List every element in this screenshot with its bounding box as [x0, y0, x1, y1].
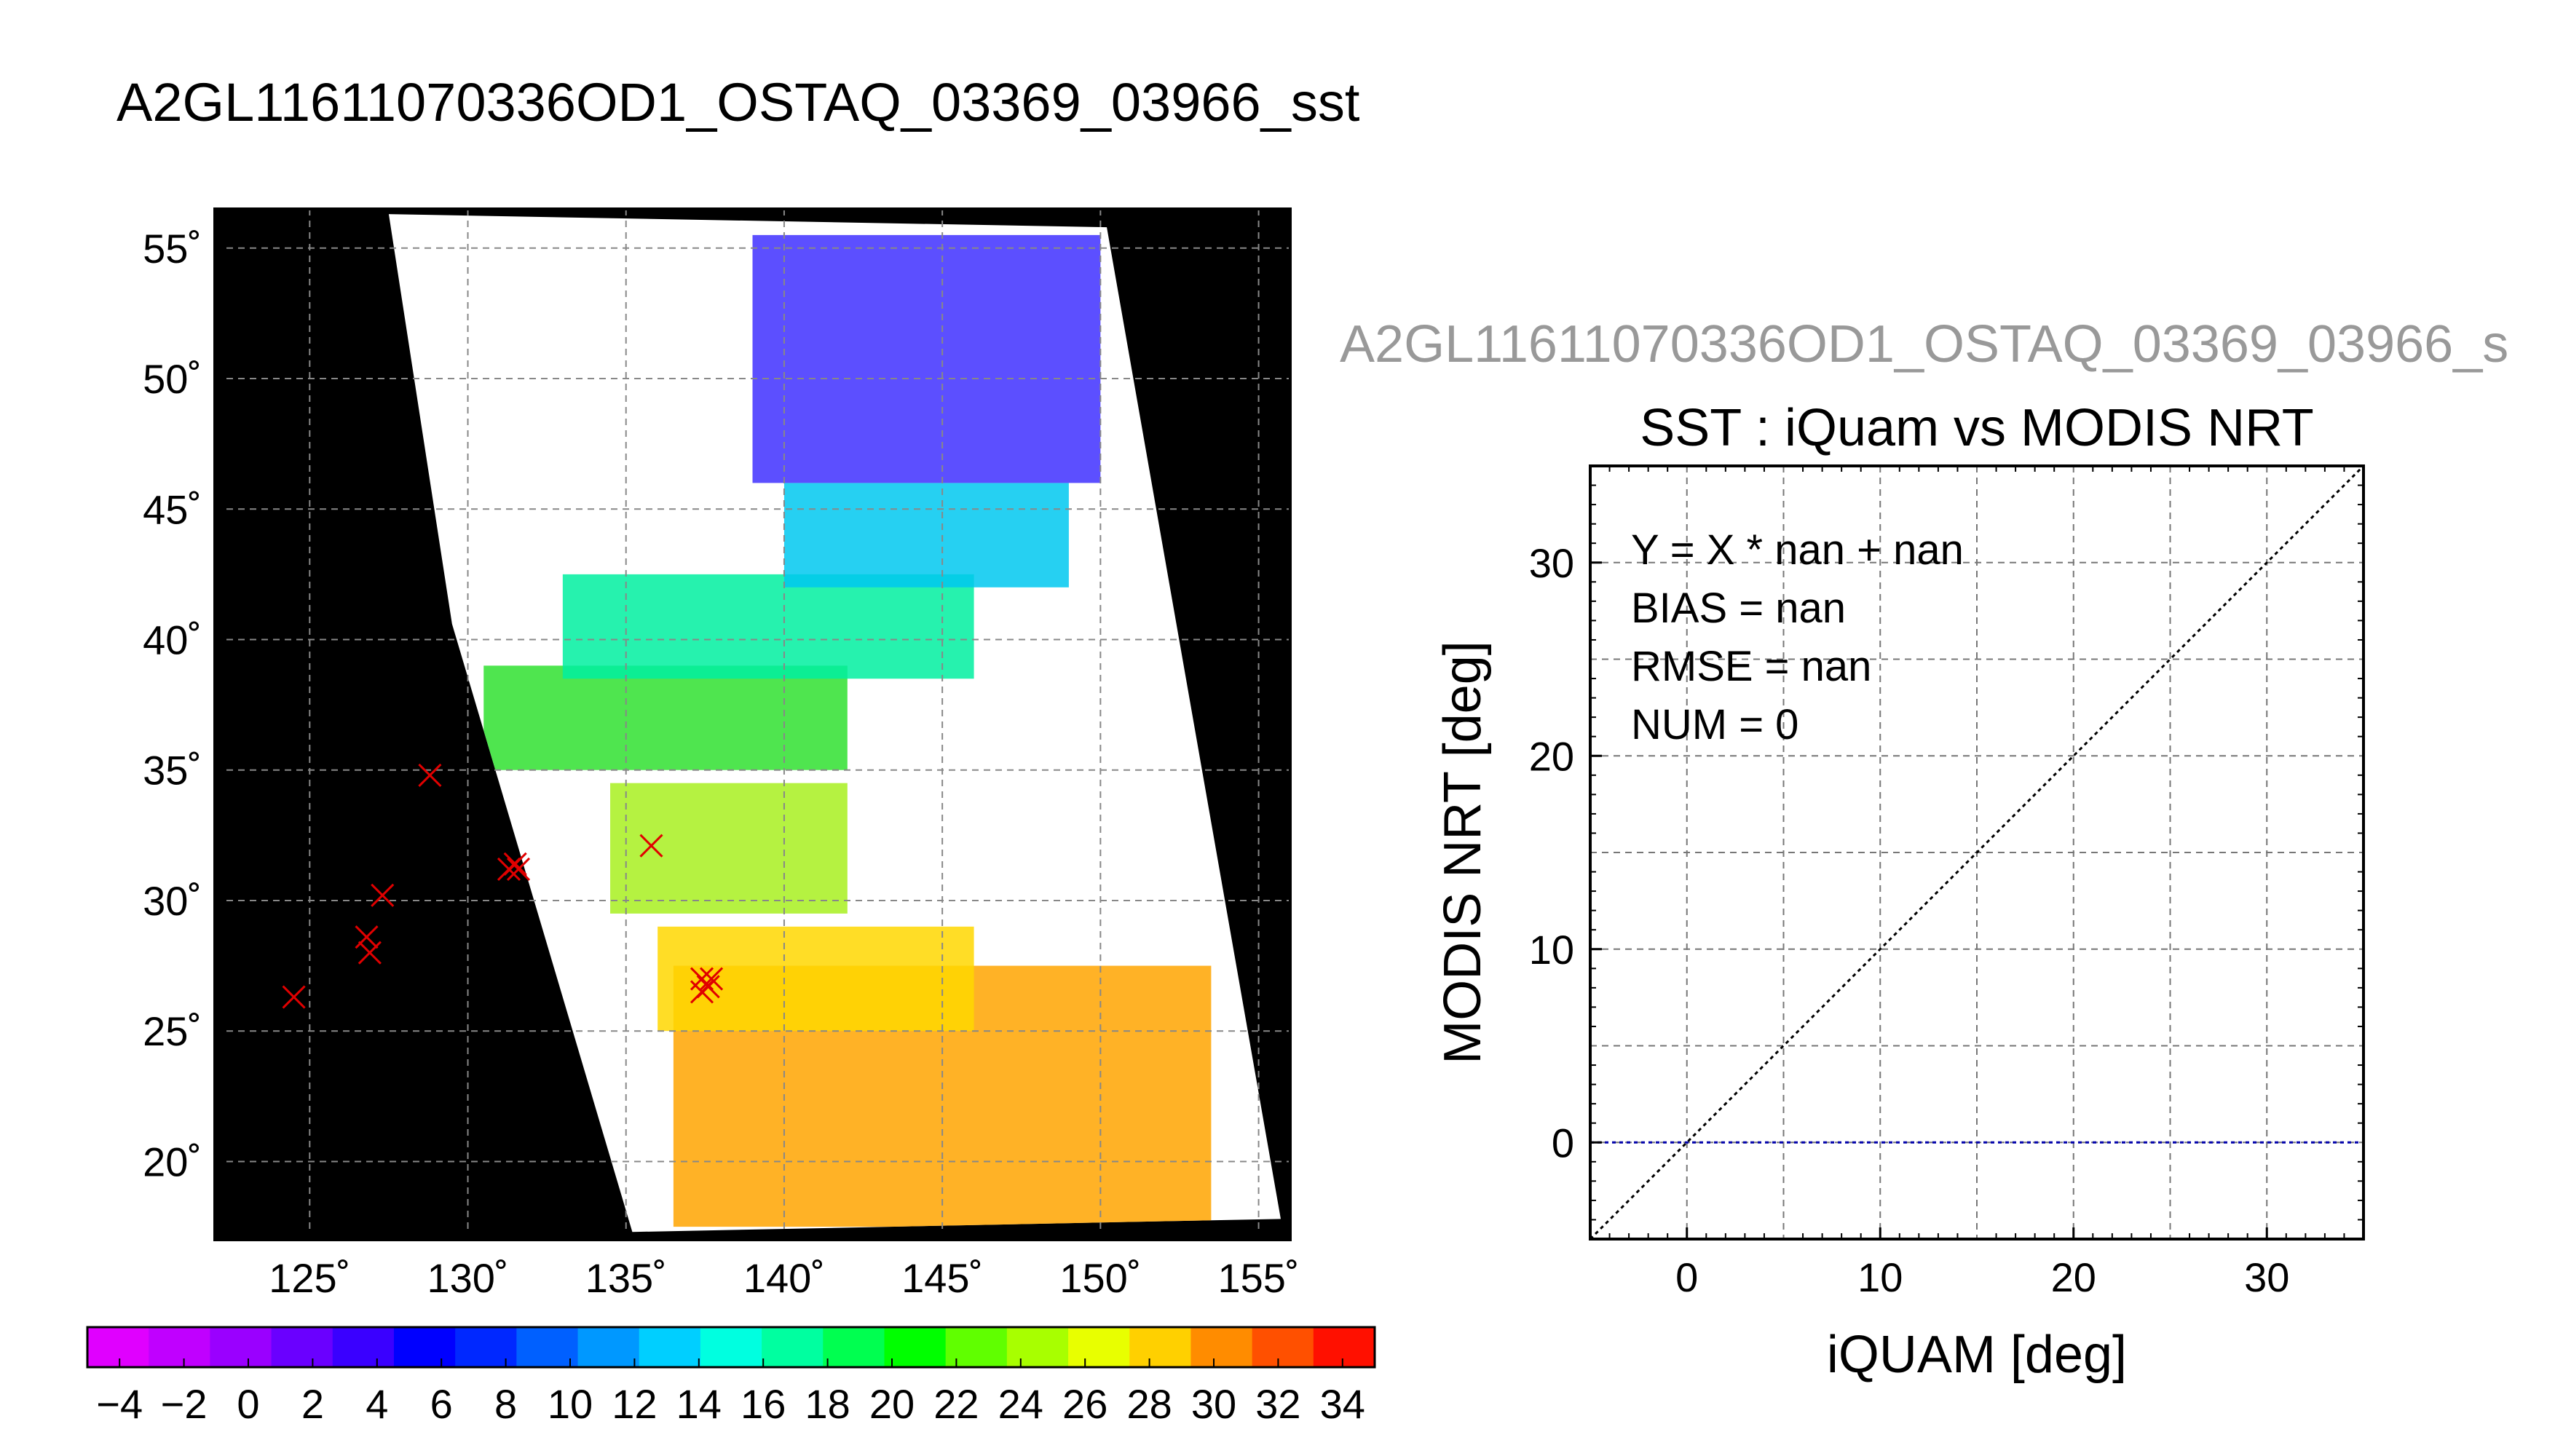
colorbar-bin	[823, 1327, 885, 1367]
colorbar-bin	[884, 1327, 947, 1367]
scatter-y-tick-label: 20	[1529, 733, 1574, 779]
map-y-tick-label: 55˚	[143, 226, 202, 272]
colorbar-bin	[393, 1327, 456, 1367]
colorbar-tick-label: 6	[430, 1381, 453, 1427]
scatter-x-tick-label: 0	[1675, 1254, 1698, 1300]
scatter-y-axis-label: MODIS NRT [deg]	[1434, 641, 1492, 1064]
iquam-marker	[282, 985, 306, 1009]
colorbar-tick-label: −4	[96, 1381, 143, 1427]
map-x-tick-label: 130˚	[427, 1255, 508, 1301]
colorbar-bin	[1190, 1327, 1253, 1367]
map-y-tick-label: 30˚	[143, 878, 202, 924]
colorbar-bin	[149, 1327, 210, 1367]
colorbar-tick-label: 2	[301, 1381, 324, 1427]
colorbar-tick-label: −2	[161, 1381, 208, 1427]
map-y-tick-label: 40˚	[143, 617, 202, 662]
colorbar-bin	[700, 1327, 762, 1367]
sst-region-28	[657, 926, 974, 1032]
map-x-tick-label: 145˚	[901, 1255, 983, 1301]
map-x-tick-label: 135˚	[585, 1255, 667, 1301]
colorbar-bin	[516, 1327, 579, 1367]
scatter-title: SST : iQuam vs MODIS NRT	[1640, 399, 2314, 457]
map-x-tick-label: 140˚	[743, 1255, 825, 1301]
figure-title: A2GL11611070336OD1_OSTAQ_03369_03966_sst	[117, 72, 1360, 132]
colorbar-bin	[639, 1327, 701, 1367]
sst-region-20	[483, 665, 848, 770]
sst-region-24	[610, 783, 848, 914]
map-frame	[213, 207, 1292, 1241]
colorbar-tick-label: 0	[237, 1381, 259, 1427]
colorbar-tick-label: 28	[1126, 1381, 1172, 1427]
sst-region-16	[562, 574, 974, 679]
colorbar-bin	[332, 1327, 395, 1367]
colorbar-bin	[1252, 1327, 1314, 1367]
scatter-subtitle: A2GL11611070336OD1_OSTAQ_03369_03966_s	[1340, 315, 2508, 373]
iquam-marker	[418, 763, 442, 787]
scatter-y-tick-label: 30	[1529, 540, 1574, 586]
scatter-x-axis-label: iQUAM [deg]	[1827, 1326, 2127, 1384]
colorbar-tick-label: 14	[676, 1381, 722, 1427]
map-x-tick-label: 150˚	[1059, 1255, 1141, 1301]
iquam-marker	[506, 857, 531, 882]
colorbar-bin	[1068, 1327, 1130, 1367]
colorbar-tick-label: 18	[805, 1381, 850, 1427]
scatter-grid	[1590, 466, 2364, 1239]
iquam-marker	[639, 834, 663, 858]
scatter-stat-line: RMSE = nan	[1631, 643, 1871, 690]
iquam-marker	[355, 925, 379, 949]
iquam-marker	[358, 941, 382, 965]
colorbar-frame	[86, 1326, 1376, 1369]
colorbar-tick-label: 12	[612, 1381, 657, 1427]
colorbar-tick-label: 4	[366, 1381, 388, 1427]
scatter-y-tick-label: 0	[1552, 1120, 1574, 1166]
colorbar-bin	[271, 1327, 333, 1367]
scatter-frame	[1589, 464, 2365, 1241]
scatter-stat-line: Y = X * nan + nan	[1631, 526, 1964, 574]
map-y-tick-label: 25˚	[143, 1008, 202, 1054]
one-to-one-line	[1589, 464, 2365, 1241]
colorbar-bin	[455, 1327, 517, 1367]
scatter-stat-line: BIAS = nan	[1631, 585, 1846, 632]
iquam-marker	[371, 883, 395, 907]
colorbar-bin	[1006, 1327, 1069, 1367]
map-y-tick-label: 45˚	[143, 486, 202, 532]
colorbar-tick-label: 22	[933, 1381, 979, 1427]
colorbar-bin	[87, 1327, 149, 1367]
scatter-x-tick-label: 20	[2051, 1254, 2096, 1300]
colorbar-bin	[577, 1327, 640, 1367]
colorbar-tick-label: 32	[1255, 1381, 1300, 1427]
colorbar-bin	[762, 1327, 824, 1367]
map-grid	[215, 209, 1290, 1240]
map-y-tick-label: 20˚	[143, 1139, 202, 1184]
map-x-tick-label: 155˚	[1218, 1255, 1300, 1301]
scatter-x-tick-label: 30	[2244, 1254, 2289, 1300]
colorbar-tick-label: 34	[1320, 1381, 1365, 1427]
map-y-tick-label: 35˚	[143, 748, 202, 794]
sst-region-2	[752, 234, 1101, 483]
marker-group	[282, 763, 724, 1009]
sst-region-10	[783, 483, 1069, 587]
iquam-marker	[503, 852, 527, 876]
iquam-marker	[690, 980, 714, 1004]
iquam-marker	[699, 967, 724, 991]
colorbar-tick-label: 26	[1062, 1381, 1107, 1427]
colorbar-bin	[945, 1327, 1008, 1367]
colorbar-tick-label: 20	[869, 1381, 915, 1427]
colorbar-bin	[210, 1327, 272, 1367]
colorbar-tick-label: 8	[494, 1381, 517, 1427]
map-x-tick-label: 125˚	[269, 1255, 350, 1301]
colorbar-tick-label: 30	[1191, 1381, 1236, 1427]
colorbar-tick-label: 24	[998, 1381, 1043, 1427]
map-y-tick-label: 50˚	[143, 356, 202, 402]
scatter-x-tick-label: 10	[1857, 1254, 1903, 1300]
colorbar-tick-label: 10	[548, 1381, 593, 1427]
colorbar-bin	[1129, 1327, 1191, 1367]
colorbar-bin	[1313, 1327, 1375, 1367]
scatter-y-tick-label: 10	[1529, 927, 1574, 973]
colorbar-tick-label: 16	[741, 1381, 786, 1427]
scatter-stat-line: NUM = 0	[1631, 701, 1798, 748]
